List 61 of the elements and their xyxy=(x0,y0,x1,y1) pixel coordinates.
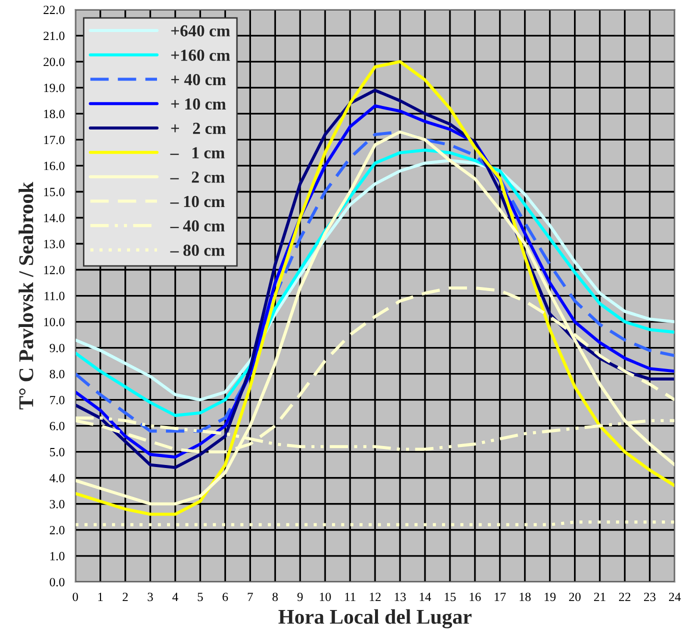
y-tick-label: 16.0 xyxy=(44,162,64,170)
legend-label: – 40 cm xyxy=(170,220,225,232)
x-tick-label: 6 xyxy=(222,592,228,602)
y-tick-label: 7.0 xyxy=(50,396,64,404)
y-tick-label: 4.0 xyxy=(50,474,64,482)
x-tick-label: 5 xyxy=(198,592,203,602)
y-tick-label: 9.0 xyxy=(50,344,64,352)
legend-label: + 10 cm xyxy=(171,98,226,110)
y-tick-label: 14.0 xyxy=(44,214,64,222)
y-tick-label: 8.0 xyxy=(50,370,64,378)
y-tick-label: 6.0 xyxy=(50,422,64,430)
x-tick-label: 12 xyxy=(370,592,381,602)
x-tick-label: 17 xyxy=(494,592,506,602)
x-tick-label: 9 xyxy=(297,592,303,602)
x-tick-label: 10 xyxy=(320,592,331,602)
x-tick-label: 1 xyxy=(98,592,103,602)
y-tick-label: 17.0 xyxy=(44,136,64,144)
y-tick-label: 13.0 xyxy=(44,240,64,248)
x-tick-label: 24 xyxy=(669,592,681,602)
x-tick-label: 18 xyxy=(520,592,531,602)
x-tick-label: 20 xyxy=(569,592,581,602)
x-tick-label: 7 xyxy=(248,592,253,602)
y-tick-label: 22.0 xyxy=(44,6,64,14)
x-tick-label: 4 xyxy=(172,592,178,602)
y-tick-label: 15.0 xyxy=(44,188,64,196)
x-tick-label: 8 xyxy=(272,592,278,602)
y-tick-label: 21.0 xyxy=(44,32,64,40)
y-tick-label: 3.0 xyxy=(50,500,64,508)
x-tick-label: 13 xyxy=(394,592,406,602)
x-tick-label: 22 xyxy=(619,592,630,602)
x-tick-label: 15 xyxy=(444,592,456,602)
x-tick-label: 0 xyxy=(72,592,78,602)
x-tick-label: 14 xyxy=(420,592,432,602)
legend-label: – 1 cm xyxy=(170,147,225,158)
x-tick-label: 23 xyxy=(644,592,656,602)
y-tick-label: 11.0 xyxy=(44,292,64,300)
legend-label: + 2 cm xyxy=(171,122,226,134)
legend-label: – 80 cm xyxy=(170,244,225,256)
legend-label: + 40 cm xyxy=(171,74,226,86)
y-tick-label: 5.0 xyxy=(50,448,64,456)
legend-label: – 2 cm xyxy=(170,172,225,183)
x-tick-label: 19 xyxy=(544,592,556,602)
y-tick-label: 12.0 xyxy=(44,266,64,274)
line-series xyxy=(75,60,675,516)
x-tick-label: 11 xyxy=(345,592,356,602)
y-tick-label: 2.0 xyxy=(50,526,64,534)
legend-label: – 10 cm xyxy=(170,196,225,208)
legend-label: +160 cm xyxy=(171,50,230,61)
x-tick-label: 2 xyxy=(122,592,128,602)
y-axis-title: T° C Pavlovsk / Seabrook xyxy=(18,182,34,410)
x-axis-title: Hora Local del Lugar xyxy=(278,609,472,628)
x-tick-label: 16 xyxy=(470,592,481,602)
x-tick-label: 3 xyxy=(148,592,153,602)
y-tick-label: 0.0 xyxy=(50,578,64,586)
y-tick-label: 10.0 xyxy=(44,318,64,326)
y-tick-label: 1.0 xyxy=(50,552,64,560)
y-tick-label: 19.0 xyxy=(44,84,64,92)
y-tick-label: 18.0 xyxy=(44,110,64,118)
y-tick-label: 20.0 xyxy=(44,58,64,66)
legend-label: +640 cm xyxy=(171,25,230,36)
x-tick-label: 21 xyxy=(594,592,606,602)
